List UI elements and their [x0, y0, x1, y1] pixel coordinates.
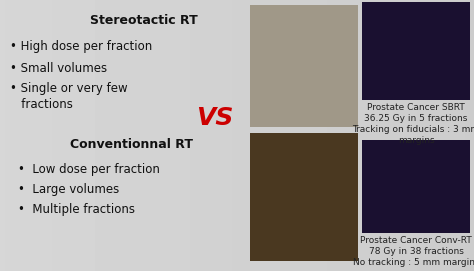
Text: Prostate Cancer Conv-RT
78 Gy in 38 fractions
No tracking : 5 mm margins: Prostate Cancer Conv-RT 78 Gy in 38 frac…	[353, 236, 474, 267]
Text: VS: VS	[196, 106, 234, 130]
Text: Stereotactic RT: Stereotactic RT	[90, 14, 198, 27]
Text: • Small volumes: • Small volumes	[10, 62, 107, 75]
Text: • High dose per fraction: • High dose per fraction	[10, 40, 152, 53]
Text: •  Multiple fractions: • Multiple fractions	[18, 203, 135, 216]
Text: Prostate Cancer SBRT
36.25 Gy in 5 fractions
Tracking on fiducials : 3 mm
margin: Prostate Cancer SBRT 36.25 Gy in 5 fract…	[353, 103, 474, 145]
Text: •  Large volumes: • Large volumes	[18, 183, 119, 196]
Text: Conventionnal RT: Conventionnal RT	[70, 138, 193, 151]
Text: • Single or very few
   fractions: • Single or very few fractions	[10, 82, 128, 111]
FancyBboxPatch shape	[362, 2, 470, 100]
Text: •  Low dose per fraction: • Low dose per fraction	[18, 163, 160, 176]
FancyBboxPatch shape	[250, 5, 358, 127]
FancyBboxPatch shape	[250, 133, 358, 261]
FancyBboxPatch shape	[362, 140, 470, 233]
